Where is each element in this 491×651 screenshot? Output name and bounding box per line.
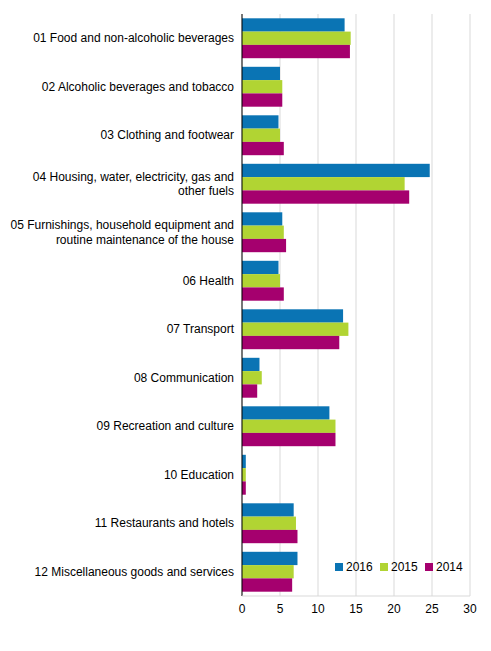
bars — [242, 18, 430, 591]
category-label-line: routine maintenance of the house — [56, 233, 234, 247]
category-label-line: 12 Miscellaneous goods and services — [35, 565, 234, 579]
bar — [242, 358, 259, 371]
category-label-line: 09 Recreation and culture — [97, 419, 235, 433]
category-label: 12 Miscellaneous goods and services — [35, 565, 234, 579]
bar — [242, 80, 282, 93]
grid-line — [394, 14, 395, 596]
category-label: 09 Recreation and culture — [97, 419, 235, 433]
category-label-line: 01 Food and non-alcoholic beverages — [33, 31, 234, 45]
bar — [242, 336, 339, 349]
category-label: 06 Health — [183, 274, 234, 288]
bar — [242, 190, 409, 203]
bar — [242, 115, 278, 128]
category-label-line: 05 Furnishings, household equipment and — [11, 218, 235, 232]
category-label-line: 06 Health — [183, 274, 234, 288]
tick-label: 5 — [277, 602, 284, 616]
bar — [242, 455, 246, 468]
legend-swatch — [380, 563, 388, 571]
category-label-line: 10 Education — [164, 468, 234, 482]
bar — [242, 129, 280, 142]
tick-label: 15 — [349, 602, 363, 616]
bar — [242, 32, 351, 45]
axis-line — [242, 14, 243, 596]
legend-label: 2015 — [391, 560, 418, 574]
category-label-line: 04 Housing, water, electricity, gas and — [33, 170, 234, 184]
axis-line — [242, 596, 470, 597]
grid-line — [356, 14, 357, 596]
category-label-line: 07 Transport — [167, 322, 235, 336]
grid-line — [432, 14, 433, 596]
category-label-line: 08 Communication — [134, 371, 234, 385]
legend-swatch — [335, 563, 343, 571]
bar — [242, 565, 294, 578]
category-label: 10 Education — [164, 468, 234, 482]
bar — [242, 517, 296, 530]
bar — [242, 239, 286, 252]
tick-label: 30 — [463, 602, 477, 616]
bar — [242, 406, 329, 419]
category-label: 11 Restaurants and hotels — [95, 516, 234, 530]
tick-label: 25 — [425, 602, 439, 616]
category-label-line: 11 Restaurants and hotels — [95, 516, 234, 530]
bar — [242, 164, 430, 177]
category-label: 04 Housing, water, electricity, gas ando… — [33, 170, 234, 199]
category-label-line: 02 Alcoholic beverages and tobacco — [42, 80, 234, 94]
bar — [242, 384, 257, 397]
bar — [242, 212, 282, 225]
category-label: 05 Furnishings, household equipment andr… — [11, 218, 235, 247]
bar — [242, 142, 284, 155]
bar — [242, 45, 350, 58]
bar — [242, 503, 294, 516]
category-label: 01 Food and non-alcoholic beverages — [33, 31, 234, 45]
bar — [242, 323, 348, 336]
bar — [242, 287, 284, 300]
tick-label: 0 — [239, 602, 246, 616]
category-label: 03 Clothing and footwear — [101, 128, 234, 142]
chart: 0 5 10 15 20 25 30 01 Food and non-alcoholic be… — [0, 0, 491, 651]
bar — [242, 433, 335, 446]
bar — [242, 481, 246, 494]
bar — [242, 420, 335, 433]
category-label: 07 Transport — [167, 322, 235, 336]
legend-swatch — [425, 563, 433, 571]
bar — [242, 18, 345, 31]
bar — [242, 93, 282, 106]
grid-line — [318, 14, 319, 596]
grid-line — [242, 14, 243, 596]
bar — [242, 371, 262, 384]
bar — [242, 552, 297, 565]
legend-label: 2016 — [346, 560, 373, 574]
bar — [242, 226, 284, 239]
tick-label: 10 — [311, 602, 325, 616]
category-label: 08 Communication — [134, 371, 234, 385]
bar — [242, 274, 280, 287]
category-label-line: other fuels — [178, 184, 234, 198]
bar — [242, 67, 280, 80]
bar — [242, 309, 343, 322]
legend-label: 2014 — [436, 560, 463, 574]
bar — [242, 468, 246, 481]
bar — [242, 530, 297, 543]
bar — [242, 261, 278, 274]
bar — [242, 177, 405, 190]
bar — [242, 578, 292, 591]
tick-label: 20 — [387, 602, 401, 616]
legend: 2016 2015 2014 — [335, 560, 463, 574]
grid-line — [470, 14, 471, 596]
category-label-line: 03 Clothing and footwear — [101, 128, 234, 142]
category-label: 02 Alcoholic beverages and tobacco — [42, 80, 234, 94]
